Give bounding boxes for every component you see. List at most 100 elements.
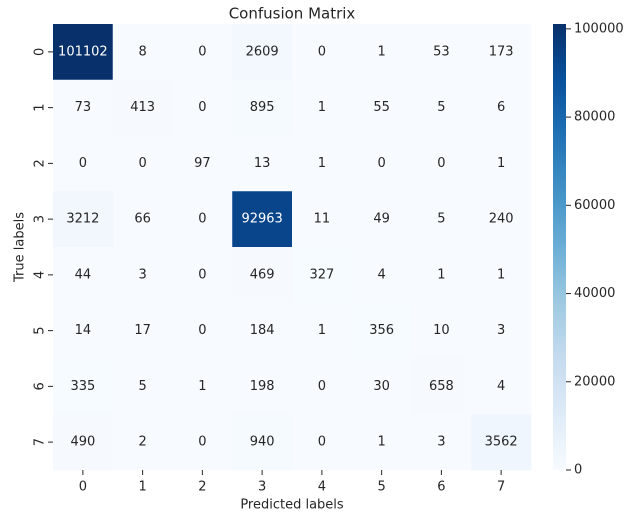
cell-label: 0 — [318, 44, 326, 59]
cell-label: 4 — [377, 267, 385, 282]
cell-label: 4 — [497, 379, 505, 394]
heatmap-cell — [471, 191, 532, 248]
cell-label: 92963 — [241, 212, 282, 227]
heatmap-cell — [172, 302, 233, 359]
cell-label: 0 — [437, 156, 445, 171]
x-tick-label: 4 — [318, 480, 326, 495]
y-tick-label: 6 — [33, 382, 48, 390]
heatmap-cell — [411, 302, 472, 359]
cell-label: 3 — [437, 435, 445, 450]
cell-label: 0 — [318, 379, 326, 394]
cell-label: 173 — [489, 44, 514, 59]
heatmap-cell — [112, 24, 173, 81]
cell-label: 17 — [134, 323, 151, 338]
heatmap-cell — [232, 24, 293, 81]
heatmap-cell — [471, 247, 532, 304]
heatmap-cell — [112, 302, 173, 359]
heatmap-cell — [411, 24, 472, 81]
heatmap-cell — [232, 414, 293, 471]
x-axis-label: Predicted labels — [240, 498, 344, 513]
heatmap-cell — [172, 24, 233, 81]
heatmap-cell — [232, 135, 293, 192]
x-tick-label: 6 — [437, 480, 445, 495]
heatmap-cell — [112, 414, 173, 471]
heatmap-cell — [53, 358, 114, 415]
cell-label: 0 — [198, 100, 206, 115]
cell-label: 413 — [130, 100, 155, 115]
cell-label: 3212 — [66, 212, 99, 227]
cell-label: 1 — [497, 267, 505, 282]
cell-label: 6 — [497, 100, 505, 115]
colorbar-tick-label: 100000 — [574, 21, 624, 36]
cell-label: 469 — [250, 267, 275, 282]
heatmap-cell — [112, 191, 173, 248]
cell-label: 0 — [198, 44, 206, 59]
heatmap-cell — [351, 79, 412, 136]
heatmap-cell — [172, 358, 233, 415]
heatmap-cell — [292, 24, 353, 81]
heatmap-cell — [351, 414, 412, 471]
cell-label: 2 — [138, 435, 146, 450]
heatmap-cell — [411, 414, 472, 471]
y-tick-label: 5 — [33, 326, 48, 334]
cell-label: 335 — [70, 379, 95, 394]
cell-label: 0 — [79, 156, 87, 171]
cell-label: 490 — [70, 435, 95, 450]
x-tick-label: 2 — [198, 480, 206, 495]
heatmap-cell — [292, 191, 353, 248]
cell-label: 940 — [250, 435, 275, 450]
heatmap-cell — [292, 135, 353, 192]
cell-label: 14 — [75, 323, 92, 338]
cell-label: 44 — [75, 267, 92, 282]
y-tick-label: 0 — [33, 48, 48, 56]
y-tick-label: 2 — [33, 159, 48, 167]
colorbar-tick-label: 40000 — [574, 286, 615, 301]
cell-label: 1 — [198, 379, 206, 394]
cell-label: 0 — [138, 156, 146, 171]
cell-label: 0 — [198, 267, 206, 282]
heatmap-cell — [411, 135, 472, 192]
cell-label: 0 — [198, 212, 206, 227]
colorbar-tick-label: 20000 — [574, 374, 615, 389]
heatmap-cell — [411, 358, 472, 415]
heatmap-cell — [471, 24, 532, 81]
cell-label: 240 — [489, 212, 514, 227]
cell-label: 30 — [373, 379, 390, 394]
y-tick-label: 7 — [33, 438, 48, 446]
heatmap-cell — [53, 191, 114, 248]
heatmap-cell — [172, 79, 233, 136]
heatmap-cell — [232, 302, 293, 359]
heatmap-cell — [172, 135, 233, 192]
heatmap-cell — [292, 414, 353, 471]
cell-label: 1 — [377, 44, 385, 59]
heatmap-cell — [172, 247, 233, 304]
y-tick-label: 3 — [33, 215, 48, 223]
y-tick-label: 4 — [33, 271, 48, 279]
cell-label: 658 — [429, 379, 454, 394]
heatmap-cell — [292, 358, 353, 415]
cell-label: 53 — [433, 44, 450, 59]
heatmap-cell — [351, 24, 412, 81]
cell-label: 3562 — [485, 435, 518, 450]
heatmap-cell — [351, 135, 412, 192]
heatmap-cell — [351, 191, 412, 248]
heatmap-cell — [292, 79, 353, 136]
cell-label: 0 — [318, 435, 326, 450]
heatmap-cell — [112, 135, 173, 192]
cell-label: 327 — [309, 267, 334, 282]
cell-label: 0 — [198, 323, 206, 338]
heatmap-cell — [112, 358, 173, 415]
cell-label: 1 — [318, 100, 326, 115]
heatmap-cell — [471, 358, 532, 415]
heatmap-cell — [471, 414, 532, 471]
cell-label: 8 — [138, 44, 146, 59]
cell-label: 0 — [377, 156, 385, 171]
heatmap-cell — [232, 191, 293, 248]
heatmap-cell — [232, 358, 293, 415]
heatmap-cell — [471, 135, 532, 192]
cell-label: 55 — [373, 100, 390, 115]
x-tick-label: 3 — [258, 480, 266, 495]
heatmap-cell — [411, 247, 472, 304]
heatmap-cell — [232, 79, 293, 136]
cell-label: 11 — [314, 212, 331, 227]
